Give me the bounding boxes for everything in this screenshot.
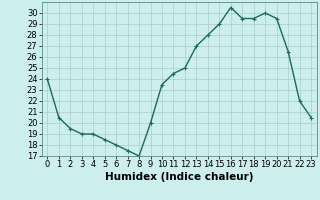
X-axis label: Humidex (Indice chaleur): Humidex (Indice chaleur): [105, 172, 253, 182]
